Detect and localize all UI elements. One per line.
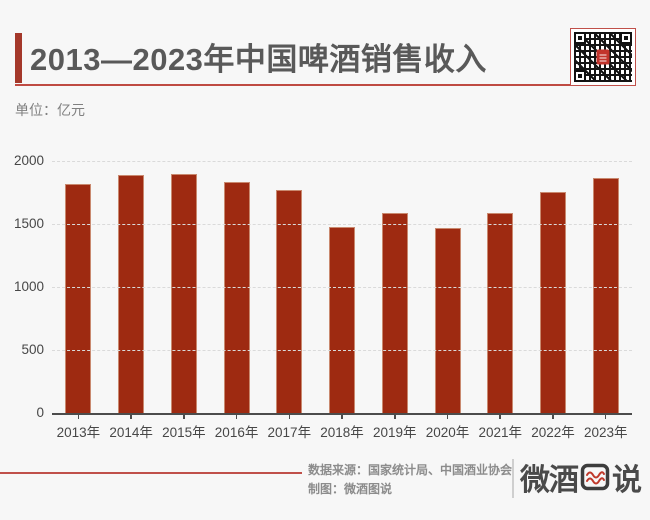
brand-logo: 微酒 说	[520, 456, 642, 498]
bar-slot	[263, 161, 316, 413]
x-tick-label: 2015年	[162, 425, 206, 440]
x-axis-slot: 2015年	[157, 415, 210, 441]
bar-2022年	[539, 191, 566, 413]
bar-slot	[210, 161, 263, 413]
bar-slot	[527, 161, 580, 413]
x-tick-label: 2013年	[56, 425, 101, 440]
x-axis-slot: 2019年	[368, 415, 421, 441]
x-axis-slot: 2013年	[52, 415, 105, 441]
footer-divider	[512, 459, 514, 498]
bar-2018年	[329, 227, 356, 413]
x-axis-slot: 2022年	[527, 415, 580, 441]
unit-label: 单位：亿元	[15, 102, 85, 118]
bar-slot	[579, 161, 632, 413]
x-tick-label: 2018年	[320, 425, 364, 440]
x-axis-tick	[288, 415, 291, 419]
page-title: 2013—2023年中国啤酒销售收入	[30, 42, 487, 77]
bar-2013年	[65, 183, 92, 413]
x-axis-slot: 2017年	[263, 415, 316, 441]
y-tick-label: 2000	[13, 153, 44, 168]
bar-2016年	[223, 181, 250, 413]
qr-finder-icon	[574, 32, 586, 44]
plot-area: 0 500 1000 1500 2000	[14, 153, 632, 420]
gridline	[52, 350, 632, 351]
x-tick-label: 2020年	[425, 425, 470, 440]
gridline	[52, 287, 632, 288]
bars-row	[52, 161, 632, 413]
bar-slot	[368, 161, 421, 413]
x-axis-tick	[552, 415, 554, 419]
credit-label: 制图：微酒图说	[308, 482, 393, 496]
y-tick-label: 1000	[13, 279, 44, 294]
x-axis-tick	[604, 415, 607, 419]
logo-text-right: 说	[612, 464, 642, 497]
footer-accent-line	[0, 472, 302, 474]
bar-2021年	[487, 212, 514, 413]
x-axis-tick	[341, 415, 343, 419]
x-axis-tick	[394, 415, 396, 419]
bar-2014年	[118, 174, 145, 413]
bar-2019年	[381, 213, 408, 413]
bar-2017年	[276, 189, 303, 413]
y-tick-label: 0	[36, 405, 44, 420]
bar-slot	[474, 161, 527, 413]
logo-text-left: 微酒	[520, 464, 579, 497]
bar-slot	[52, 161, 105, 413]
bar-slot	[157, 161, 210, 413]
x-axis-tick	[499, 415, 501, 419]
x-tick-label: 2016年	[214, 425, 259, 440]
x-tick-label: 2022年	[531, 425, 575, 440]
x-axis-tick	[130, 415, 132, 419]
x-axis-slot: 2020年	[421, 415, 474, 441]
x-axis-tick	[183, 415, 185, 419]
x-tick-label: 2017年	[267, 425, 312, 440]
x-axis-slot: 2018年	[316, 415, 369, 441]
x-axis-tick	[446, 415, 449, 419]
y-tick-label: 1500	[13, 216, 44, 231]
gridline	[52, 224, 632, 225]
x-tick-label: 2014年	[109, 425, 153, 440]
y-tick-label: 500	[21, 342, 44, 357]
qr-finder-icon	[574, 70, 586, 82]
bar-2015年	[170, 173, 197, 413]
bar-2023年	[592, 178, 619, 413]
x-axis-slot: 2023年	[579, 415, 632, 441]
gridline	[52, 161, 632, 162]
x-tick-label: 2021年	[478, 425, 523, 440]
x-axis: 2013年 2014年 2015年 2016年 2017年 2018年 2019年 2020年…	[52, 415, 632, 441]
x-axis-tick	[235, 415, 238, 419]
qr-center-seal-icon	[596, 49, 610, 65]
bar-slot	[105, 161, 158, 413]
data-source-label: 数据来源：国家统计局、中国酒业协会	[308, 463, 513, 477]
x-axis-slot: 2014年	[105, 415, 158, 441]
x-tick-label: 2019年	[373, 425, 417, 440]
bar-slot	[421, 161, 474, 413]
title-underline	[15, 84, 570, 86]
x-axis-slot: 2016年	[210, 415, 263, 441]
qr-code	[570, 28, 636, 86]
qr-pattern	[574, 32, 632, 82]
x-tick-label: 2023年	[583, 425, 628, 440]
x-axis-slot: 2021年	[474, 415, 527, 441]
bar-2020年	[434, 227, 461, 413]
bar-slot	[316, 161, 369, 413]
qr-finder-icon	[620, 32, 632, 44]
x-axis-tick	[77, 415, 80, 419]
title-accent-bar	[15, 33, 22, 83]
wave-chart-box-icon	[580, 463, 610, 491]
